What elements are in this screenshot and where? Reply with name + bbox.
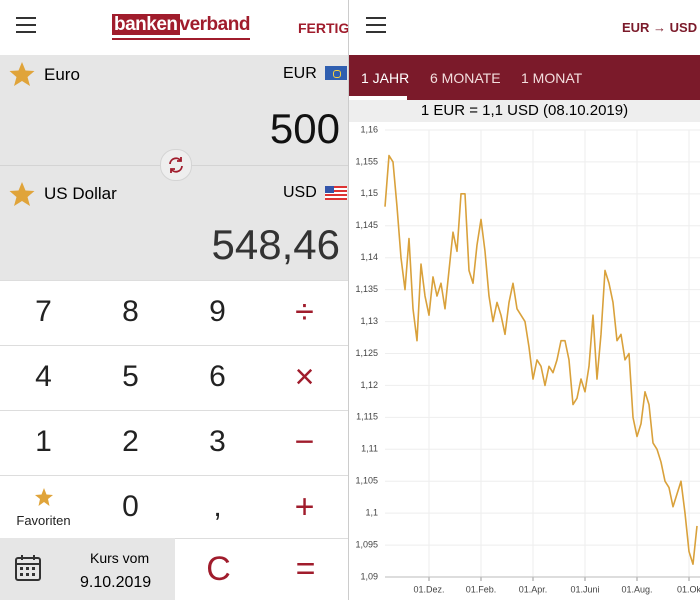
currency-row[interactable]: US Dollar USD 548,46 (0, 165, 348, 281)
rate-info: 1 EUR = 1,1 USD (08.10.2019) (349, 100, 700, 122)
key[interactable]: 8 (122, 295, 139, 328)
tab[interactable]: 6 MONATE (430, 70, 501, 86)
key[interactable]: 4 (35, 360, 52, 393)
y-tick-label: 1,105 (355, 476, 378, 486)
key[interactable]: + (294, 487, 315, 526)
x-tick-label: 01.Apr. (519, 584, 548, 594)
row-separator (0, 475, 348, 476)
y-tick-label: 1,115 (356, 412, 378, 422)
tab-indicator (349, 96, 407, 100)
key[interactable]: − (294, 422, 315, 461)
flag (325, 186, 347, 200)
x-tick-label: 01.Juni (570, 584, 599, 594)
tab[interactable]: 1 MONAT (521, 70, 583, 86)
key[interactable]: 6 (209, 360, 226, 393)
y-tick-label: 1,135 (355, 284, 378, 294)
star (9, 182, 35, 206)
key[interactable]: 5 (122, 360, 139, 393)
y-tick-label: 1,125 (355, 348, 378, 358)
tab-bar (349, 55, 700, 100)
key-label: Favoriten (16, 512, 71, 528)
currency-row[interactable]: Euro EUR 500 (0, 55, 348, 165)
row-separator (0, 280, 348, 281)
chart: 1,09 1,095 1,1 1,105 1,11 1,115 1,12 1,125 1,13 1… (355, 124, 700, 594)
row-separator (0, 410, 348, 411)
divider (348, 0, 349, 600)
y-tick-label: 1,14 (360, 252, 378, 262)
currency-pair: EUR → USD (622, 20, 698, 35)
currency-name: Euro (44, 65, 80, 84)
amount: 548,46 (211, 221, 340, 268)
y-tick-label: 1,155 (355, 156, 378, 166)
x-tick-label: 01.Aug. (621, 584, 652, 594)
tab[interactable]: 1 JAHR (361, 70, 410, 86)
swap-button[interactable] (160, 149, 192, 181)
star (9, 62, 35, 86)
logo: banken verband (112, 14, 250, 40)
logo-rest: verband (179, 14, 251, 35)
key[interactable]: 9 (209, 295, 226, 328)
key[interactable]: 2 (122, 425, 139, 458)
star (34, 487, 53, 506)
menu-button[interactable] (366, 17, 386, 33)
y-tick-label: 1,09 (360, 571, 378, 581)
rate-label: Kurs vom (90, 550, 150, 566)
y-tick-label: 1,11 (361, 444, 378, 454)
y-tick-label: 1,16 (360, 124, 378, 134)
key[interactable]: ÷ (295, 292, 314, 331)
rate-date-button[interactable]: Kurs vom 9.10.2019 (0, 538, 175, 600)
x-tick-label: 01.Dez. (413, 584, 444, 594)
equals-key[interactable]: = (295, 549, 316, 588)
key[interactable]: , (213, 490, 222, 523)
y-tick-label: 1,145 (355, 220, 378, 230)
x-tick-label: 01.Feb. (466, 584, 497, 594)
key[interactable]: 3 (209, 425, 226, 458)
currency-code: EUR (283, 65, 317, 82)
key[interactable]: Favoriten (0, 475, 87, 539)
key[interactable]: × (294, 357, 315, 396)
y-tick-label: 1,095 (355, 539, 378, 549)
calendar-icon (15, 555, 41, 581)
flag (325, 66, 347, 80)
done-button[interactable]: FERTIG (298, 20, 350, 36)
rate-date: 9.10.2019 (80, 574, 152, 591)
amount: 500 (269, 105, 340, 152)
currency-name: US Dollar (44, 184, 117, 203)
row-separator (0, 345, 348, 346)
y-tick-label: 1,12 (360, 380, 378, 390)
key[interactable]: 0 (122, 490, 139, 523)
currency-code: USD (283, 184, 317, 201)
menu-button[interactable] (16, 17, 36, 33)
key[interactable]: 1 (35, 425, 52, 458)
clear-key[interactable]: C (206, 549, 231, 588)
series-line (384, 154, 698, 566)
key[interactable]: 7 (35, 295, 52, 328)
logo-bold: banken (112, 14, 180, 35)
y-tick-label: 1,1 (365, 508, 378, 518)
x-tick-label: 01.Ok (677, 584, 700, 594)
y-tick-label: 1,13 (360, 316, 378, 326)
y-tick-label: 1,15 (360, 188, 378, 198)
